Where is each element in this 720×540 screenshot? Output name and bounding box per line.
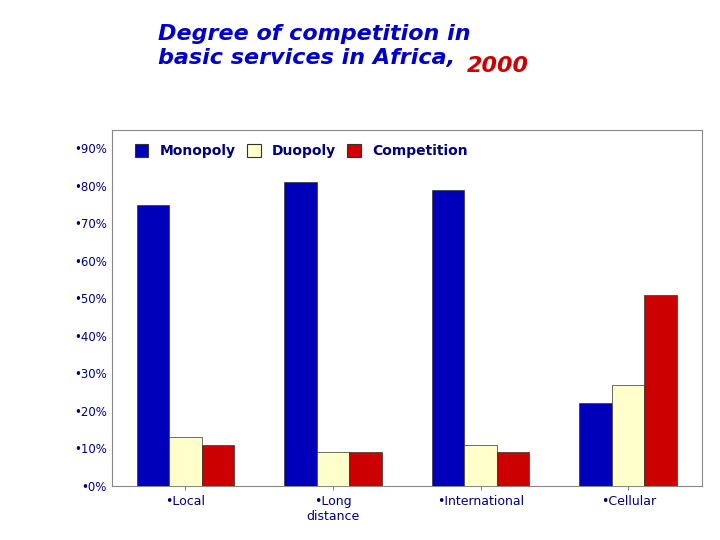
Bar (349, 452, 382, 486)
Bar (464, 445, 497, 486)
Legend: Monopoly, Duopoly, Competition: Monopoly, Duopoly, Competition (130, 140, 472, 163)
Bar (580, 403, 612, 486)
Bar (202, 445, 234, 486)
Text: Degree of competition in
basic services in Africa,: Degree of competition in basic services … (158, 24, 471, 68)
Bar (169, 437, 202, 486)
Text: 2000: 2000 (467, 56, 528, 76)
Bar (644, 295, 677, 486)
Bar (497, 452, 529, 486)
Bar (317, 452, 349, 486)
Bar (284, 182, 317, 486)
Bar (137, 205, 169, 486)
Bar (612, 384, 644, 486)
Bar (432, 190, 464, 486)
